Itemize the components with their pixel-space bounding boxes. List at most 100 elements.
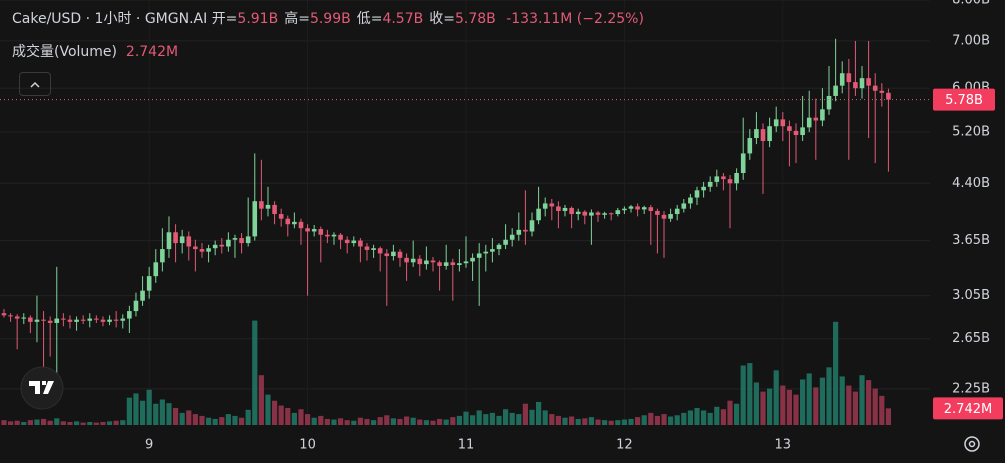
volume-legend: 成交量(Volume) 2.742M bbox=[12, 41, 178, 61]
settings-icon[interactable] bbox=[964, 436, 980, 452]
candle-body bbox=[140, 290, 145, 301]
ohlc-label: 高= bbox=[284, 11, 310, 27]
candle-body bbox=[107, 319, 112, 322]
volume-bar bbox=[450, 417, 456, 425]
volume-bar bbox=[522, 403, 528, 425]
y-tick-label: 2.25B bbox=[952, 381, 990, 396]
volume-bar bbox=[245, 409, 251, 425]
candle-body bbox=[813, 117, 819, 121]
volume-bar bbox=[219, 417, 225, 425]
candle-body bbox=[351, 240, 357, 244]
candle-body bbox=[74, 319, 79, 322]
candle-body bbox=[173, 232, 178, 244]
candle-body bbox=[747, 138, 753, 154]
volume-bar bbox=[555, 415, 561, 425]
candle-body bbox=[490, 249, 495, 252]
volume-bar bbox=[205, 417, 212, 425]
candle-body bbox=[549, 203, 555, 207]
volume-bar bbox=[879, 395, 885, 425]
candle-body bbox=[615, 210, 621, 215]
candle-body bbox=[655, 210, 660, 215]
volume-bar bbox=[568, 416, 575, 425]
candle-body bbox=[773, 119, 779, 127]
volume-bar bbox=[740, 365, 746, 425]
candle-body bbox=[628, 206, 634, 209]
volume-bar bbox=[654, 415, 661, 425]
candle-body bbox=[721, 176, 726, 180]
volume-bar bbox=[278, 405, 284, 425]
volume-bar bbox=[403, 416, 410, 425]
candle-body bbox=[833, 85, 838, 96]
candle-body bbox=[8, 315, 13, 317]
volume-bar bbox=[285, 408, 291, 425]
candle-body bbox=[305, 228, 310, 232]
volume-bar bbox=[410, 417, 416, 425]
candle-body bbox=[602, 213, 607, 215]
candle-body bbox=[120, 318, 126, 321]
candle-body bbox=[278, 214, 284, 219]
volume-bar bbox=[80, 422, 86, 425]
volume-bar bbox=[813, 387, 819, 425]
candle-body bbox=[575, 211, 581, 215]
volume-bar bbox=[582, 418, 588, 425]
volume-bar bbox=[311, 417, 317, 425]
volume-value: 2.742M bbox=[125, 44, 179, 60]
candle-body bbox=[760, 129, 766, 142]
candle-body bbox=[872, 85, 878, 91]
volume-bar bbox=[780, 385, 786, 425]
volume-bar bbox=[516, 414, 522, 425]
volume-bar bbox=[258, 375, 264, 425]
volume-bar bbox=[502, 409, 509, 425]
volume-bar bbox=[430, 420, 436, 425]
candle-body bbox=[259, 201, 264, 209]
volume-bar bbox=[615, 420, 621, 425]
candle-body bbox=[569, 207, 574, 215]
y-tick-label: 7.00B bbox=[952, 33, 990, 48]
x-axis-band bbox=[0, 425, 1005, 463]
volume-bar bbox=[139, 400, 146, 425]
candle-body bbox=[212, 244, 218, 249]
price-label: 5.78B bbox=[945, 93, 983, 108]
volume-bar bbox=[351, 420, 357, 425]
volume-name: 成交量(Volume) bbox=[12, 44, 117, 60]
candle-body bbox=[47, 320, 53, 323]
candle-body bbox=[364, 246, 370, 250]
volume-bar bbox=[773, 370, 779, 425]
candle-body bbox=[740, 153, 746, 174]
candle-body bbox=[661, 214, 667, 219]
volume-bar bbox=[819, 377, 826, 425]
candle-body bbox=[318, 229, 324, 235]
collapse-button[interactable] bbox=[19, 72, 51, 96]
candle-body bbox=[707, 181, 713, 187]
volume-bar bbox=[126, 397, 132, 425]
candle-body bbox=[509, 234, 515, 240]
candle-body bbox=[668, 214, 673, 219]
volume-bar bbox=[852, 391, 859, 425]
volume-bar bbox=[601, 420, 608, 425]
y-tick-label: 3.05B bbox=[952, 288, 990, 303]
volume-bar bbox=[661, 414, 667, 425]
volume-bar bbox=[469, 415, 476, 425]
candle-body bbox=[457, 263, 462, 266]
candle-body bbox=[166, 232, 172, 250]
volume-bar bbox=[370, 420, 377, 425]
x-tick-label: 10 bbox=[299, 438, 316, 453]
volume-bar bbox=[67, 421, 73, 425]
volume-bar bbox=[27, 420, 33, 425]
ohlc-value: 4.57B bbox=[382, 11, 424, 27]
volume-bar bbox=[364, 418, 370, 425]
volume-bar bbox=[621, 419, 628, 425]
volume-bar bbox=[833, 321, 839, 425]
volume-bar bbox=[166, 403, 172, 425]
volume-bar bbox=[304, 414, 311, 425]
candle-body bbox=[839, 73, 845, 86]
volume-bar bbox=[456, 415, 462, 425]
candle-body bbox=[622, 208, 627, 211]
volume-bar bbox=[443, 419, 449, 425]
volume-bar bbox=[318, 415, 324, 425]
candle-body bbox=[523, 229, 528, 232]
candle-body bbox=[648, 207, 654, 211]
candle-body bbox=[21, 317, 27, 319]
volume-bar bbox=[377, 417, 383, 425]
